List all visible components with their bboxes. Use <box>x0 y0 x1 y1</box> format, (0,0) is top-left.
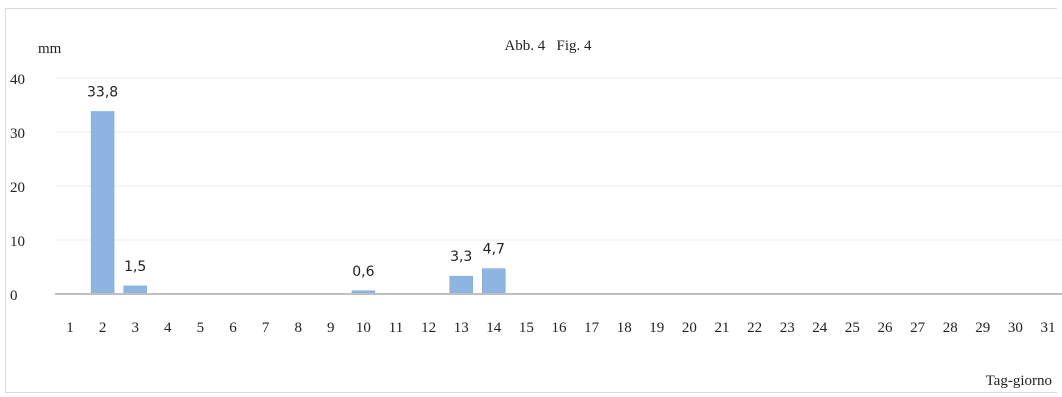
x-tick-label-30: 30 <box>1008 320 1023 336</box>
x-tick-label-2: 2 <box>99 320 107 336</box>
x-tick-label-12: 12 <box>421 320 436 336</box>
x-tick-label-16: 16 <box>552 320 568 336</box>
x-tick-label-4: 4 <box>164 320 172 336</box>
data-label-day-3: 1,5 <box>124 259 146 275</box>
bar-day-3 <box>123 285 147 295</box>
x-tick-label-27: 27 <box>910 320 926 336</box>
x-tick-label-10: 10 <box>356 320 371 336</box>
x-tick-label-21: 21 <box>715 320 730 336</box>
bars <box>90 111 506 295</box>
x-tick-label-15: 15 <box>519 320 534 336</box>
x-tick-label-23: 23 <box>780 320 795 336</box>
x-tick-label-29: 29 <box>975 320 990 336</box>
y-axis-label: mm <box>38 41 62 57</box>
x-tick-label-3: 3 <box>131 320 139 336</box>
data-label-day-2: 33,8 <box>87 84 118 100</box>
chart-title: Abb. 4 Fig. 4 <box>504 38 592 54</box>
x-tick-label-19: 19 <box>649 320 664 336</box>
x-tick-label-11: 11 <box>389 320 403 336</box>
bar-day-2 <box>90 111 115 295</box>
x-tick-label-9: 9 <box>327 320 335 336</box>
x-tick-label-28: 28 <box>943 320 958 336</box>
chart-frame <box>5 8 1057 393</box>
y-tick-label-30: 30 <box>10 126 25 142</box>
x-tick-label-13: 13 <box>454 320 469 336</box>
x-tick-label-7: 7 <box>262 320 270 336</box>
data-labels: 33,8 1,5 0,6 3,3 4,7 <box>87 84 505 279</box>
y-tick-label-10: 10 <box>10 234 25 250</box>
x-tick-label-22: 22 <box>747 320 762 336</box>
bar-day-14 <box>482 268 506 295</box>
y-tick-label-20: 20 <box>10 180 25 196</box>
y-tick-label-40: 40 <box>10 72 25 88</box>
x-tick-label-31: 31 <box>1041 320 1056 336</box>
bar-day-13 <box>449 275 473 295</box>
y-tick-label-0: 0 <box>10 288 18 304</box>
x-tick-label-18: 18 <box>617 320 632 336</box>
x-tick-labels: 1 2 3 4 5 6 7 8 9 10 11 12 13 14 15 16 17 18 19 20 21 22 23 24 2… <box>66 320 1055 336</box>
x-tick-label-24: 24 <box>812 320 828 336</box>
y-tick-labels: 0 10 20 30 40 <box>10 72 25 304</box>
data-label-day-13: 3,3 <box>450 249 472 265</box>
x-tick-label-5: 5 <box>197 320 205 336</box>
x-axis-label: Tag-giorno <box>986 373 1052 389</box>
x-tick-label-25: 25 <box>845 320 860 336</box>
data-label-day-10: 0,6 <box>352 264 374 280</box>
gridlines <box>55 77 1062 241</box>
x-tick-label-1: 1 <box>66 320 74 336</box>
x-tick-label-20: 20 <box>682 320 697 336</box>
x-tick-label-8: 8 <box>294 320 302 336</box>
x-tick-label-17: 17 <box>584 320 600 336</box>
x-tick-label-26: 26 <box>878 320 894 336</box>
x-tick-label-6: 6 <box>229 320 237 336</box>
data-label-day-14: 4,7 <box>483 242 505 258</box>
x-tick-label-14: 14 <box>486 320 502 336</box>
